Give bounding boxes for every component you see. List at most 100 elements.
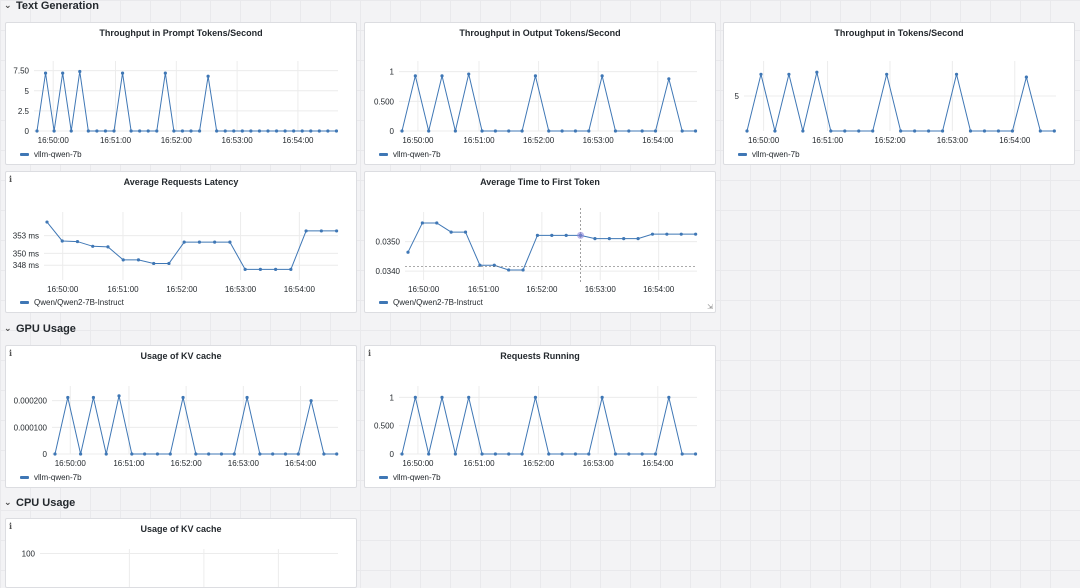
data-point [69,129,73,133]
info-icon[interactable]: i [9,174,13,184]
y-tick-label: 0.0350 [376,238,401,247]
data-point [521,268,525,272]
panel-gpu-kv-cache[interactable]: i Usage of KV cache 16:50:00 16:51:00 16:5… [5,345,357,488]
legend-item[interactable]: vllm-qwen-7b [379,473,441,482]
panel-prompt-throughput[interactable]: Throughput in Prompt Tokens/Second 16:50… [5,22,357,165]
y-tick-label: 353 ms [13,232,39,241]
data-point [622,237,626,241]
y-tick-label: 0 [43,450,48,459]
data-point [219,452,224,456]
legend-swatch [738,153,747,156]
data-point [271,452,275,456]
data-point [274,129,279,133]
y-tick-label: 7.50 [13,67,29,76]
data-point [640,452,644,456]
data-point [535,233,540,237]
y-tick-label: 0 [390,127,395,136]
x-tick-label: 16:51:00 [468,285,500,294]
data-point [213,240,217,244]
info-icon[interactable]: i [9,521,13,531]
line-chart: 100 [22,549,338,587]
data-point [449,230,453,234]
section-cpu-usage[interactable]: ⌄ CPU Usage [4,495,75,511]
data-point [95,129,99,133]
data-point [45,220,49,224]
data-point [467,72,471,76]
data-point [91,395,96,400]
legend-item[interactable]: Qwen/Qwen2-7B-Instruct [20,298,124,307]
panel-cpu-kv-cache[interactable]: i Usage of KV cache 100 [5,518,357,588]
x-tick-label: 16:52:00 [161,136,193,145]
data-point [232,452,236,456]
panel-tokens-throughput[interactable]: Throughput in Tokens/Second 16:50:00 16:5… [723,22,1075,165]
panel-title: Throughput in Tokens/Second [834,28,964,38]
x-tick-label: 16:52:00 [523,136,555,145]
data-point [954,72,959,76]
panel-title: Average Requests Latency [123,177,239,187]
data-point [283,129,287,133]
panel-requests-latency[interactable]: i Average Requests Latency 16:50:00 16:51… [5,171,357,313]
legend-item[interactable]: vllm-qwen-7b [20,473,82,482]
legend-item[interactable]: vllm-qwen-7b [379,150,441,159]
data-point [507,268,511,272]
y-tick-label: 0.500 [374,97,395,106]
data-point [968,129,973,133]
section-gpu-usage[interactable]: ⌄ GPU Usage [4,321,76,337]
data-point [136,258,141,262]
x-tick-label: 16:50:00 [47,285,79,294]
panel-time-to-first-token[interactable]: Average Time to First Token 16:50:00 16:5… [364,171,716,313]
data-point [78,69,82,74]
data-point [138,129,142,133]
panel-requests-running[interactable]: i Requests Running 16:50:00 16:51:00 16:52… [364,345,716,488]
data-point [453,129,457,133]
data-point [215,129,219,133]
data-point [453,452,457,456]
line-chart: 16:50:00 16:51:00 16:52:00 16:53:00 16:54:00… [13,212,339,294]
info-icon[interactable]: i [368,348,372,358]
data-point [493,452,497,456]
data-point [300,129,304,133]
data-point [52,129,56,133]
panel-title: Usage of KV cache [140,351,222,361]
y-tick-label: 2.5 [18,107,30,116]
legend-swatch [379,476,388,479]
x-tick-label: 16:53:00 [583,459,615,468]
data-point [607,237,611,241]
data-point [168,452,172,456]
data-point [627,129,631,133]
section-text-generation[interactable]: ⌄ Text Generation [4,0,99,14]
data-point [406,250,410,254]
data-point [112,129,116,133]
data-point [440,74,444,78]
panel-output-throughput[interactable]: Throughput in Output Tokens/Second 16:50… [364,22,716,165]
data-point [319,229,323,233]
x-tick-label: 16:54:00 [642,459,674,468]
x-tick-label: 16:50:00 [38,136,70,145]
line-chart[interactable]: 16:50:00 16:51:00 16:52:00 16:53:00 16:54:00… [365,172,716,313]
x-tick-label: 16:51:00 [463,136,495,145]
legend-label: vllm-qwen-7b [752,150,800,159]
data-point [613,452,618,456]
data-point [694,232,698,236]
data-point [60,239,64,243]
legend-item[interactable]: vllm-qwen-7b [738,150,800,159]
info-icon[interactable]: i [9,348,13,358]
y-tick-label: 0.0340 [376,267,401,276]
data-point [143,452,147,456]
data-point [600,74,604,78]
x-tick-label: 16:52:00 [171,459,203,468]
y-tick-label: 5 [25,87,30,96]
line-chart: 16:50:00 16:51:00 16:52:00 16:53:00 16:54:00… [374,61,698,145]
legend-item[interactable]: vllm-qwen-7b [20,150,82,159]
legend-swatch [379,153,388,156]
x-tick-label: 16:54:00 [999,136,1031,145]
data-point [258,267,262,271]
data-point [564,233,568,237]
resize-handle-icon[interactable]: ⇲ [707,304,713,311]
data-point [1010,129,1015,133]
legend-swatch [20,476,29,479]
data-point [155,452,160,456]
panel-title: Throughput in Prompt Tokens/Second [99,28,263,38]
data-point [492,263,496,267]
legend-item[interactable]: Qwen/Qwen2-7B-Instruct [379,298,483,307]
